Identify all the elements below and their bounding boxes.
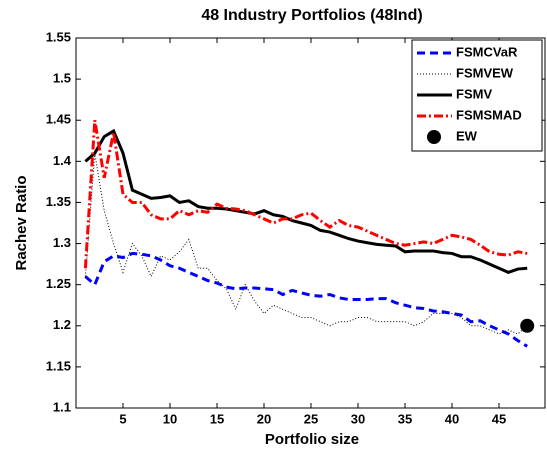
legend-label: EW	[456, 128, 478, 143]
y-tick-label: 1.45	[46, 112, 71, 127]
y-tick-label: 1.1	[53, 399, 71, 414]
legend-label: FSMSMAD	[456, 107, 522, 122]
x-tick-label: 5	[119, 411, 126, 426]
series-line	[83, 119, 528, 269]
y-tick-label: 1.55	[46, 29, 71, 44]
y-tick-label: 1.15	[46, 358, 71, 373]
legend-label: FSMVEW	[456, 65, 514, 80]
marker	[520, 318, 535, 333]
chart-title: 48 Industry Portfolios (48Ind)	[201, 7, 422, 24]
legend-label: FSMV	[456, 86, 492, 101]
x-tick-label: 10	[163, 411, 177, 426]
y-axis-label: Rachev Ratio	[13, 175, 30, 270]
y-tick-label: 1.4	[53, 153, 72, 168]
x-tick-label: 40	[445, 411, 459, 426]
x-tick-label: 25	[304, 411, 318, 426]
x-tick-label: 35	[398, 411, 412, 426]
x-tick-label: 15	[210, 411, 224, 426]
y-tick-label: 1.3	[53, 235, 71, 250]
x-axis-label: Portfolio size	[265, 431, 359, 448]
legend-marker	[427, 130, 441, 144]
y-tick-label: 1.5	[53, 71, 71, 86]
series-line	[84, 128, 528, 274]
x-tick-label: 20	[257, 411, 271, 426]
legend-label: FSMCVaR	[456, 44, 518, 59]
series-line	[84, 153, 528, 335]
x-tick-label: 45	[492, 411, 506, 426]
x-tick-label: 30	[351, 411, 365, 426]
y-tick-label: 1.25	[46, 276, 71, 291]
y-tick-label: 1.2	[53, 317, 71, 332]
y-tick-label: 1.35	[46, 194, 71, 209]
